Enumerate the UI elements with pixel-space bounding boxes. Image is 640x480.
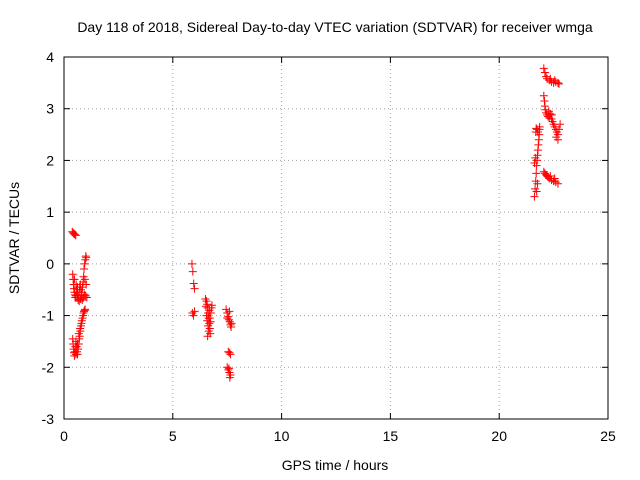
data-point [189,279,198,288]
data-point [82,293,91,302]
data-point [551,178,560,187]
data-point [546,171,555,180]
data-point [207,301,216,310]
data-point [550,76,559,85]
y-tick-label: 0 [46,256,54,272]
data-point [204,321,213,330]
x-tick-label: 15 [383,428,399,444]
y-tick-label: 4 [46,49,54,65]
data-point [76,324,85,333]
data-point [546,74,555,83]
data-point [553,179,562,188]
x-tick-label: 5 [169,428,177,444]
data-point [76,295,85,304]
data-point [530,192,539,201]
y-tick-label: -2 [42,359,55,375]
data-point [71,231,80,240]
data-point [540,68,549,77]
data-point [81,291,90,300]
data-point [530,159,539,168]
data-point [205,314,214,323]
data-point [226,320,235,329]
data-point [201,302,210,311]
data-point [547,110,556,119]
data-point [226,371,235,380]
data-point [70,275,79,284]
data-point [532,169,541,178]
data-point [533,179,542,188]
data-point [81,305,90,314]
data-point [555,125,564,134]
data-point [204,327,213,336]
data-point [550,174,559,183]
data-point [205,306,214,315]
data-point [224,364,233,373]
data-point [80,265,89,274]
data-point [555,79,564,88]
data-point [189,311,198,320]
data-point [533,127,542,136]
data-point [206,317,215,326]
data-point [227,319,236,328]
data-point [532,187,541,196]
x-tick-label: 20 [491,428,507,444]
data-point [223,314,232,323]
x-tick-label: 0 [60,428,68,444]
x-axis-label: GPS time / hours [282,457,389,473]
data-point [82,280,91,289]
data-point [82,253,91,262]
data-point [187,259,196,268]
data-point [80,307,89,316]
data-point [225,348,234,357]
data-point [70,230,79,239]
data-point [188,267,197,276]
data-point [222,305,231,314]
y-tick-label: -1 [42,308,55,324]
data-point [531,153,540,162]
data-points [68,64,565,382]
data-point [74,329,83,338]
data-point [190,307,199,316]
data-point [203,332,212,341]
data-point [70,229,79,238]
x-tick-label: 25 [600,428,616,444]
y-tick-label: 1 [46,204,54,220]
data-point [80,275,89,284]
x-tick-label: 10 [274,428,290,444]
axis-ticks: 0 5 10 15 20 25 -3 -2 -1 0 1 2 3 4 [42,49,616,444]
data-point [201,295,210,304]
data-point [71,350,80,359]
data-point [190,284,199,293]
data-point [80,259,89,268]
data-point [226,350,235,359]
data-point [539,91,548,100]
y-tick-label: 2 [46,152,54,168]
data-point [74,345,83,354]
chart-title: Day 118 of 2018, Sidereal Day-to-day VTE… [77,19,593,35]
plot-frame [63,56,609,420]
y-axis-label: SDTVAR / TECUs [6,182,22,294]
y-tick-label: -3 [42,411,55,427]
y-tick-label: 3 [46,101,54,117]
data-point [532,124,541,133]
grid [64,57,608,419]
data-point [73,283,82,292]
data-point [73,340,82,349]
data-point [556,120,565,129]
data-point [539,64,548,73]
data-point [553,135,562,144]
data-point [78,296,87,305]
data-point [541,72,550,81]
data-point [225,307,234,316]
